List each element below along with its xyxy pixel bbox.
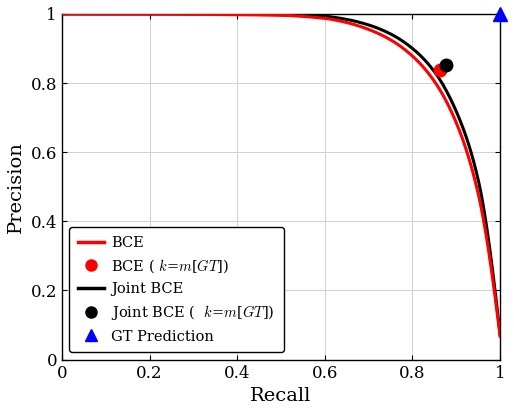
Legend: BCE, BCE ( $k$=$m$[$GT$]), Joint BCE, Joint BCE (  $k$=$m$[$GT$]), GT Prediction: BCE, BCE ( $k$=$m$[$GT$]), Joint BCE, Jo… — [69, 227, 284, 352]
X-axis label: Recall: Recall — [250, 387, 311, 405]
Y-axis label: Precision: Precision — [7, 141, 25, 233]
